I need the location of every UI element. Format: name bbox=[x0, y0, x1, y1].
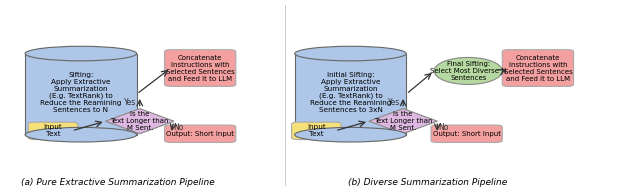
Text: No: No bbox=[173, 123, 184, 132]
Text: No: No bbox=[438, 123, 449, 132]
Text: Is the
Text Longer than
M Sent.: Is the Text Longer than M Sent. bbox=[374, 111, 433, 131]
FancyBboxPatch shape bbox=[164, 50, 236, 86]
Ellipse shape bbox=[294, 46, 406, 61]
Text: Initial Sifting:
Apply Extractive
Summarization
(E.g. TextRank) to
Reduce the Re: Initial Sifting: Apply Extractive Summar… bbox=[310, 72, 391, 113]
Text: Yes: Yes bbox=[388, 98, 400, 107]
Polygon shape bbox=[369, 109, 437, 134]
Ellipse shape bbox=[25, 127, 137, 142]
Text: Yes: Yes bbox=[124, 98, 136, 107]
Text: Output: Short Input: Output: Short Input bbox=[166, 131, 234, 137]
Text: Input
Text: Input Text bbox=[44, 124, 62, 137]
FancyBboxPatch shape bbox=[164, 125, 236, 142]
Ellipse shape bbox=[434, 57, 502, 84]
FancyBboxPatch shape bbox=[294, 54, 406, 135]
Text: Is the
Text Longer than
M Sent.: Is the Text Longer than M Sent. bbox=[111, 111, 169, 131]
Text: Final Sifting:
Select Most Diverse N
Sentences: Final Sifting: Select Most Diverse N Sen… bbox=[430, 61, 506, 81]
Text: Concatenate
Instructions with
Selected Sentences
and Feed it to LLM: Concatenate Instructions with Selected S… bbox=[166, 54, 234, 82]
Ellipse shape bbox=[25, 46, 137, 61]
FancyBboxPatch shape bbox=[28, 122, 78, 140]
Ellipse shape bbox=[294, 127, 406, 142]
Text: Input
Text: Input Text bbox=[307, 124, 326, 137]
FancyBboxPatch shape bbox=[25, 54, 137, 135]
Text: (b) Diverse Summarization Pipeline: (b) Diverse Summarization Pipeline bbox=[348, 178, 508, 187]
FancyBboxPatch shape bbox=[502, 50, 573, 86]
FancyBboxPatch shape bbox=[431, 125, 502, 142]
Polygon shape bbox=[106, 109, 174, 134]
Text: (a) Pure Extractive Summarization Pipeline: (a) Pure Extractive Summarization Pipeli… bbox=[21, 178, 215, 187]
Text: Output: Short Input: Output: Short Input bbox=[433, 131, 500, 137]
FancyBboxPatch shape bbox=[292, 122, 341, 140]
Text: Concatenate
Instructions with
Selected Sentences
and Feed it to LLM: Concatenate Instructions with Selected S… bbox=[504, 54, 572, 82]
Text: Sifting:
Apply Extractive
Summarization
(E.g. TextRank) to
Reduce the Reamining
: Sifting: Apply Extractive Summarization … bbox=[40, 72, 122, 113]
